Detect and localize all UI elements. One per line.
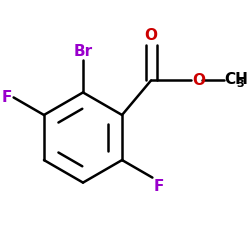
Text: O: O (192, 73, 205, 88)
Text: 3: 3 (237, 80, 244, 90)
Text: F: F (1, 90, 12, 105)
Text: CH: CH (224, 72, 248, 87)
Text: Br: Br (74, 44, 92, 59)
Text: F: F (154, 179, 164, 194)
Text: O: O (144, 28, 158, 44)
